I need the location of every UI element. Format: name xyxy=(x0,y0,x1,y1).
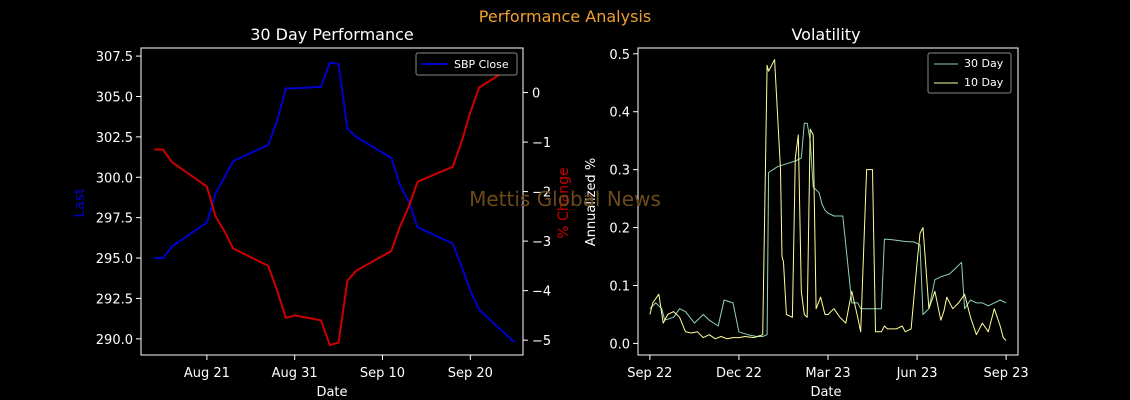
performance-title: 30 Day Performance xyxy=(250,25,414,44)
volatility-xlabel: Date xyxy=(810,385,841,400)
y2-tick-label: −4 xyxy=(532,285,551,300)
suptitle: Performance Analysis xyxy=(479,7,651,26)
y-tick-label: 0.1 xyxy=(609,279,630,294)
y2-tick-label: −3 xyxy=(532,235,551,250)
legend-label-10-day: 10 Day xyxy=(964,76,1004,89)
y-tick-label: 302.5 xyxy=(96,131,133,146)
watermark: Mettis Global News xyxy=(469,187,661,211)
series-line-pct-change xyxy=(154,64,515,347)
y-tick-label: 292.5 xyxy=(96,292,133,307)
legend-box xyxy=(415,52,518,76)
y-tick-label: 0.0 xyxy=(609,337,630,352)
performance-ylabel-right: % Change xyxy=(556,167,572,238)
series-line-30-day xyxy=(649,122,1007,337)
y-tick-label: 290.0 xyxy=(96,333,133,348)
y-tick-label: 0.3 xyxy=(609,164,630,179)
x-tick-label: Sep 22 xyxy=(627,366,672,381)
series-line-10-day xyxy=(649,59,1007,341)
y-tick-label: 305.0 xyxy=(96,90,133,105)
x-tick-label: Dec 22 xyxy=(716,366,762,381)
y2-tick-label: 0 xyxy=(532,87,540,102)
legend-label-sbp-close: SBP Close xyxy=(454,58,509,71)
x-tick-label: Sep 23 xyxy=(984,366,1029,381)
y-tick-label: 0.2 xyxy=(609,222,630,237)
y-tick-label: 297.5 xyxy=(96,212,133,227)
x-tick-label: Sep 20 xyxy=(448,366,493,381)
legend-label-30-day: 30 Day xyxy=(964,57,1004,70)
performance-ylabel-left: Last xyxy=(72,188,88,218)
y2-tick-label: −2 xyxy=(532,186,551,201)
y-tick-label: 0.5 xyxy=(609,48,630,63)
performance-plot-frame xyxy=(140,47,524,356)
y-tick-label: 0.4 xyxy=(609,106,630,121)
performance-xlabel: Date xyxy=(316,385,347,400)
x-tick-label: Jun 23 xyxy=(896,366,938,381)
volatility-title: Volatility xyxy=(791,25,860,44)
x-tick-label: Aug 31 xyxy=(272,366,318,381)
x-tick-label: Mar 23 xyxy=(805,366,850,381)
y2-tick-label: −5 xyxy=(532,334,551,349)
performance-chart: 30 Day Performance Aug 21 Aug 31 Sep 10 Sep… xyxy=(72,25,572,400)
volatility-chart: Volatility Sep 22 Dec 22 Mar 23 Jun 23 Sep 2… xyxy=(584,25,1029,400)
y-tick-label: 295.0 xyxy=(96,252,133,267)
y-tick-label: 300.0 xyxy=(96,171,133,186)
series-line-sbp-close xyxy=(154,61,515,343)
performance-legend: SBP Close xyxy=(415,52,518,76)
x-tick-label: Sep 10 xyxy=(360,366,405,381)
y-tick-label: 307.5 xyxy=(96,50,133,65)
volatility-ylabel: Annualized % xyxy=(584,158,599,246)
volatility-legend: 30 Day 10 Day xyxy=(927,52,1012,94)
y2-tick-label: −1 xyxy=(532,136,551,151)
x-tick-label: Aug 21 xyxy=(184,366,230,381)
